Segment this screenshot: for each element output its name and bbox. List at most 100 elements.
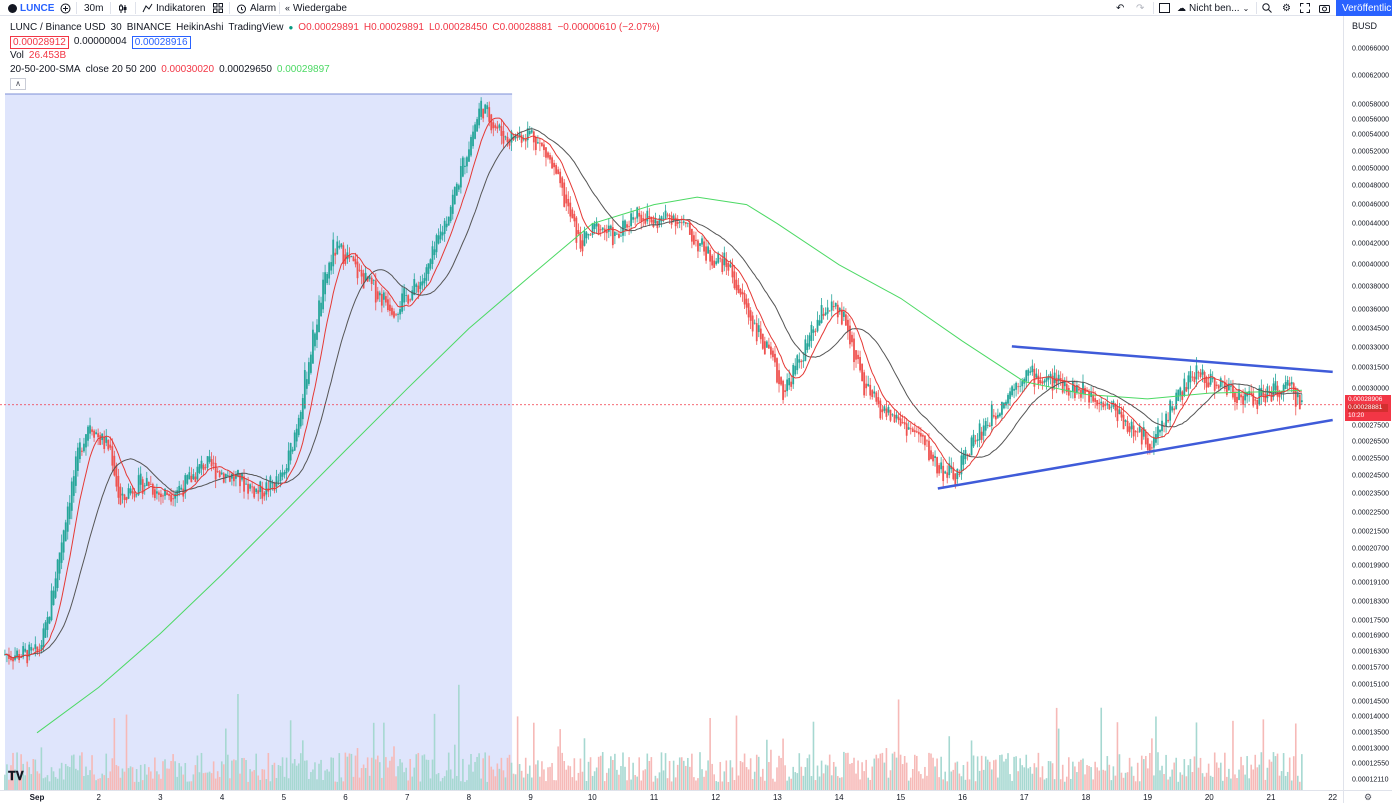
candle-body [810,324,813,341]
candle-body [166,492,168,496]
candle-body [1264,393,1267,403]
candle-body [474,124,476,139]
volume-bar [24,775,26,790]
price-chart-svg[interactable] [0,16,1343,790]
volume-bar [54,777,57,790]
price-tick-label: 0.00046000 [1352,201,1389,209]
buy-price-button[interactable]: 0.00028916 [131,35,191,49]
volume-bar [281,757,284,790]
publish-button[interactable]: Veröffentlic [1336,0,1392,16]
candles [4,97,1303,670]
time-tick-label: 4 [219,793,225,802]
volume-bar [784,765,786,790]
candle-body [1045,377,1048,382]
volume-bar [490,766,493,790]
fullscreen-button[interactable] [1300,0,1310,16]
time-tick-label: 10 [587,793,597,802]
volume-bar [713,774,715,790]
compare-symbol-button[interactable] [60,0,71,16]
volume-bar [123,771,126,790]
candle-body [206,456,209,468]
trendline-upper[interactable] [1011,345,1333,374]
candle-body [95,432,98,435]
candle-body [411,290,414,300]
trendline-lower[interactable] [937,418,1333,490]
templates-button[interactable] [213,0,223,16]
redo-button[interactable]: ↷ [1136,0,1144,16]
price-tick-label: 0.00021500 [1352,528,1389,536]
volume-bar [549,766,551,790]
volume-value: 26.453B [28,50,67,61]
volume-bar [1033,763,1036,790]
chart-style-button[interactable] [119,0,128,16]
candle-body [115,465,118,487]
volume-bar [1252,769,1255,790]
candle-body [1049,373,1052,378]
symbol-search-button[interactable]: LUNCE [8,0,54,16]
candle-body [28,644,31,657]
price-tick-label: 0.00056000 [1352,116,1389,124]
sell-price-button[interactable]: 0.00028912 [10,35,69,49]
candle-body [699,243,701,246]
axis-settings-button[interactable]: ⚙ [1343,790,1392,803]
candle-body [907,427,910,430]
candle-body [249,484,252,489]
volume-bar [762,768,764,790]
time-axis[interactable]: Sep 2 3 4 5 6 7 8 9 10 11 12 13 14 15 16 17 18 19 20 21 22 [0,790,1343,803]
volume-bar [1195,722,1198,790]
search-button[interactable] [1262,0,1272,16]
volume-bar [462,758,464,790]
volume-bar [907,780,910,790]
candle-body [798,359,801,363]
candle-body [660,216,663,222]
price-tick-label: 0.00017500 [1352,617,1389,625]
volume-bar [425,759,428,790]
volume-bar [1096,767,1098,790]
legend-style: HeikinAshi [176,22,224,33]
candle-body [72,476,75,496]
candle-body [123,494,126,500]
candle-body [982,425,985,436]
candle-body [786,379,789,392]
volume-bar [1023,767,1026,790]
candle-body [1104,404,1107,406]
volume-bar [1240,756,1242,790]
settings-button[interactable]: ⚙ [1282,0,1291,16]
interval-button[interactable]: 30m [84,0,103,16]
price-axis[interactable]: BUSD 0.00066000 0.00062000 0.00058000 0.000… [1343,16,1392,790]
volume-bar [233,759,235,790]
candle-body [111,446,114,466]
volume-bar [1084,774,1086,790]
volume-bar [721,781,724,790]
candle-body [741,291,744,295]
volume-bar [18,777,20,790]
candle-body [506,136,509,143]
undo-button[interactable]: ↶ [1116,0,1124,16]
volume-bar [1228,768,1230,790]
save-layout-button[interactable]: ☁ Nicht ben... ⌄ [1177,0,1249,16]
alert-button[interactable]: Alarm [236,0,276,16]
volume-bar [502,770,505,790]
candle-body [1169,400,1172,421]
candle-body [611,227,614,246]
candle-body [297,417,300,436]
replay-button[interactable]: « Wiedergabe [285,0,347,16]
volume-bar [654,775,657,790]
candle-body [486,105,489,110]
candle-body [757,325,760,333]
candle-body [680,222,683,224]
candle-body [954,473,957,485]
snapshot-button[interactable] [1319,0,1330,16]
volume-bar [557,746,559,790]
chart-pane[interactable]: 𝐓𝐕 [0,16,1343,790]
candle-body [445,223,448,228]
candle-body [579,232,582,249]
candle-body [812,329,815,333]
candle-body [208,456,211,462]
collapse-legend-button[interactable]: ∧ [10,78,26,90]
candle-body [976,439,979,442]
indicators-button[interactable]: Indikatoren [142,0,205,16]
candle-body [423,278,426,284]
candle-body [326,274,329,284]
layout-button[interactable] [1159,0,1170,16]
